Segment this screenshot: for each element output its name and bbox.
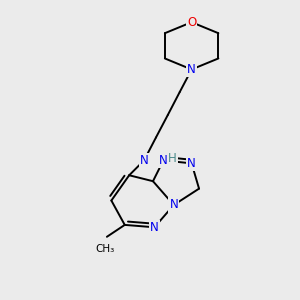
Text: N: N [187, 63, 196, 76]
Text: N: N [159, 154, 168, 167]
Text: O: O [187, 16, 196, 29]
Text: CH₃: CH₃ [96, 244, 115, 254]
Text: N: N [150, 221, 159, 234]
Text: H: H [168, 152, 177, 165]
Text: N: N [187, 157, 196, 170]
Text: N: N [140, 154, 148, 167]
Text: N: N [169, 199, 178, 212]
